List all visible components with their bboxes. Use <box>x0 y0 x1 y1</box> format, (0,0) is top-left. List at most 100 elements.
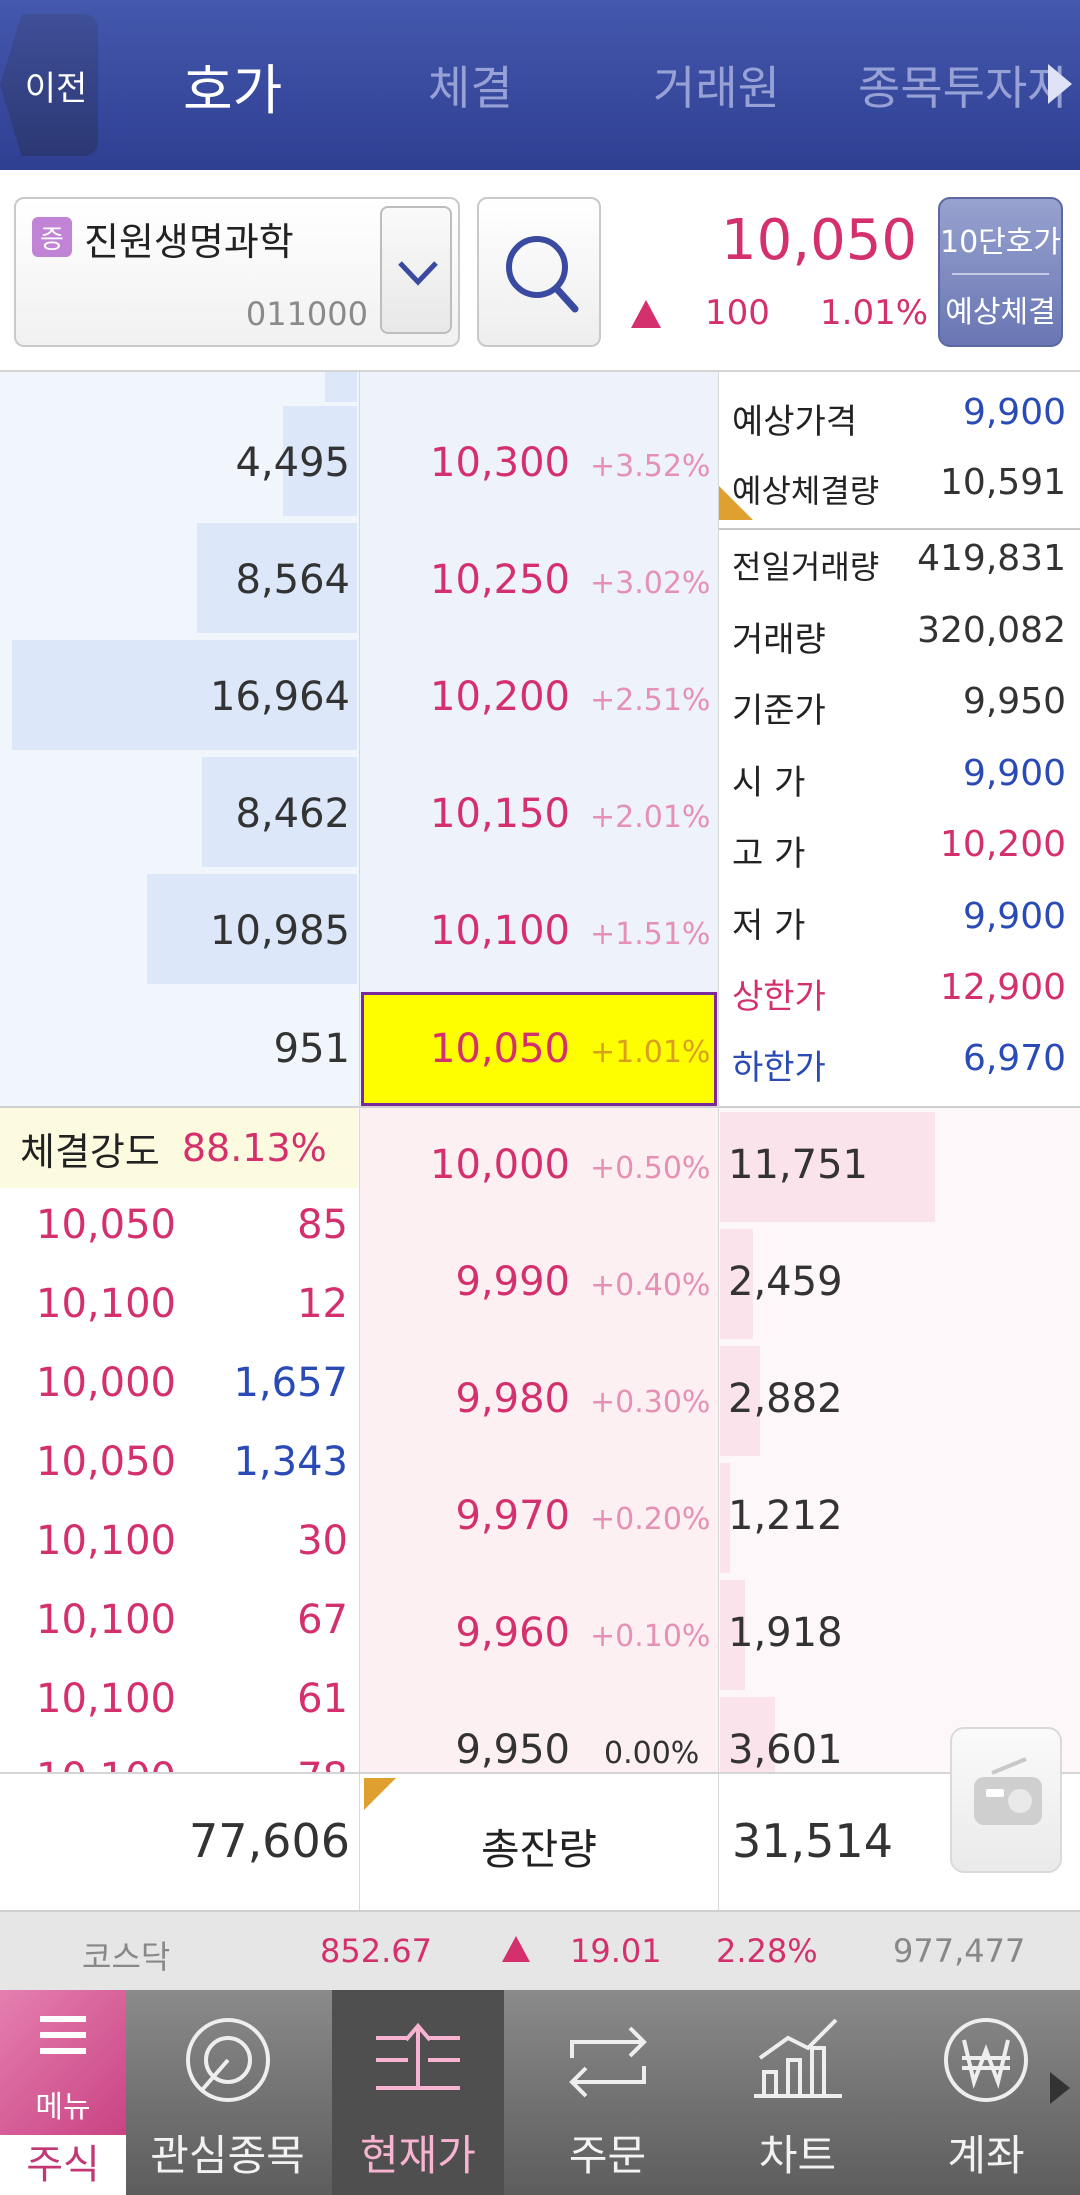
chevron-down-icon <box>398 261 438 286</box>
ask-pct-2: +3.02% <box>590 566 711 601</box>
tick-price: 10,100 <box>36 1597 176 1643</box>
nav-more-icon[interactable] <box>1050 2072 1070 2104</box>
ask-qty-2: 8,564 <box>235 557 350 603</box>
bid-price-4[interactable]: 9,970 <box>455 1493 570 1539</box>
info-value-base-price: 9,950 <box>962 681 1066 722</box>
ask-qty-5: 10,985 <box>210 908 350 954</box>
index-rate: 2.28% <box>716 1932 818 1970</box>
info-value-low: 9,900 <box>962 896 1066 937</box>
info-label-expected-price: 예상가격 <box>732 402 858 442</box>
orderbook[interactable]: 4,495 8,564 16,964 8,462 10,985 951 10,3… <box>0 372 1080 1807</box>
ask-pct-6: +1.01% <box>590 1035 711 1070</box>
tab-trades[interactable]: 체결 <box>428 61 513 115</box>
info-value-open: 9,900 <box>962 753 1066 794</box>
info-value-lower-limit: 6,970 <box>962 1038 1066 1079</box>
bid-price-column <box>360 1106 718 1772</box>
info-value-upper-limit: 12,900 <box>940 967 1066 1008</box>
corner-marker-icon <box>719 486 753 520</box>
info-divider <box>718 528 1080 530</box>
ask-price-4[interactable]: 10,150 <box>430 791 570 837</box>
tab-investors[interactable]: 종목투자자 <box>858 61 1070 115</box>
tick-qty: 1,343 <box>233 1439 348 1485</box>
info-label-open: 시 가 <box>732 763 806 803</box>
menu-label: 메뉴 <box>35 2090 91 2125</box>
stock-dropdown-button[interactable] <box>380 206 452 334</box>
nav-chart[interactable]: 차트 <box>710 1990 885 2195</box>
tick-qty: 85 <box>297 1202 348 1248</box>
tick-price: 10,050 <box>36 1202 176 1248</box>
tab-brokers[interactable]: 거래원 <box>653 61 780 115</box>
column-divider-1 <box>359 372 360 1772</box>
bid-qty-1: 11,751 <box>728 1142 868 1188</box>
bid-qty-6: 3,601 <box>728 1727 843 1773</box>
info-value-expected-volume: 10,591 <box>940 462 1066 503</box>
radio-button[interactable] <box>950 1727 1062 1873</box>
menu-button[interactable]: 메뉴 <box>0 1990 126 2135</box>
market-badge: 증 <box>32 217 72 257</box>
ask-bid-divider <box>0 1106 1080 1108</box>
expected-trade-label: 예상체결 <box>945 295 1056 330</box>
bid-pct-2: +0.40% <box>590 1268 711 1303</box>
info-value-high: 10,200 <box>940 824 1066 865</box>
info-value-prev-volume: 419,831 <box>917 538 1066 579</box>
ask-pct-1: +3.52% <box>590 449 711 484</box>
trade-strength-value: 88.13% <box>181 1126 327 1170</box>
bid-price-3[interactable]: 9,980 <box>455 1376 570 1422</box>
ask-volume-bar <box>12 640 357 750</box>
info-label-low: 저 가 <box>732 906 806 946</box>
total-bid-qty: 31,514 <box>732 1814 893 1868</box>
bid-qty-3: 2,882 <box>728 1376 843 1422</box>
totals-corner-marker-icon <box>364 1778 396 1810</box>
top-tab-bar: 이전 호가 체결 거래원 종목투자자 <box>0 0 1080 170</box>
ask-qty-6: 951 <box>273 1026 350 1072</box>
ask-price-6[interactable]: 10,050 <box>430 1026 570 1072</box>
up-triangle-icon <box>631 300 661 328</box>
stock-code: 011000 <box>245 295 368 333</box>
nav-current-price-label: 현재가 <box>360 2131 476 2180</box>
nav-watchlist[interactable]: 관심종목 <box>140 1990 315 2195</box>
hamburger-icon <box>40 2016 86 2054</box>
bid-qty-5: 1,918 <box>728 1610 843 1656</box>
current-price-highlight[interactable] <box>361 992 717 1106</box>
bid-volume-bar <box>720 1463 730 1573</box>
bid-price-5[interactable]: 9,960 <box>455 1610 570 1656</box>
ask-price-3[interactable]: 10,200 <box>430 674 570 720</box>
ask-price-5[interactable]: 10,100 <box>430 908 570 954</box>
info-label-base-price: 기준가 <box>732 691 826 731</box>
index-change: 19.01 <box>570 1932 662 1970</box>
tab-scroll-right-icon[interactable] <box>1048 64 1072 104</box>
ask-price-2[interactable]: 10,250 <box>430 557 570 603</box>
index-name: 코스닥 <box>82 1938 171 1976</box>
bid-pct-1: +0.50% <box>590 1151 711 1186</box>
ask-bar-partial <box>325 372 357 402</box>
ask-qty-1: 4,495 <box>235 440 350 486</box>
bid-pct-6: 0.00% <box>604 1736 700 1771</box>
search-button[interactable] <box>477 197 601 347</box>
total-label: 총잔량 <box>481 1825 597 1874</box>
totals-divider-1 <box>359 1774 360 1910</box>
totals-divider-2 <box>718 1774 719 1910</box>
bid-qty-2: 2,459 <box>728 1259 843 1305</box>
nav-order[interactable]: 주문 <box>520 1990 695 2195</box>
price-change: 100 <box>705 293 770 333</box>
order-icon <box>568 2026 647 2098</box>
ask-price-1[interactable]: 10,300 <box>430 440 570 486</box>
nav-current-price[interactable]: 현재가 <box>332 1990 504 2195</box>
ask-volume-bar <box>283 406 357 516</box>
ten-level-button[interactable]: 10단호가 예상체결 <box>938 197 1063 347</box>
tick-list[interactable]: 10,050 85 10,100 12 10,000 1,657 10,050 1,343 10… <box>0 1188 358 1772</box>
bid-price-2[interactable]: 9,990 <box>455 1259 570 1305</box>
market-index-bar[interactable]: 코스닥 852.67 19.01 2.28% 977,477 <box>0 1910 1080 1990</box>
index-value: 852.67 <box>320 1932 432 1970</box>
ask-price-column <box>360 372 718 1106</box>
ask-pct-4: +2.01% <box>590 800 711 835</box>
nav-account[interactable]: 계좌 <box>900 1990 1072 2195</box>
back-button[interactable]: 이전 <box>0 14 98 156</box>
tick-qty: 1,657 <box>233 1360 348 1406</box>
bid-price-1[interactable]: 10,000 <box>430 1142 570 1188</box>
bid-price-6[interactable]: 9,950 <box>455 1727 570 1773</box>
tab-orderbook[interactable]: 호가 <box>183 58 283 122</box>
price-change-rate: 1.01% <box>820 293 929 333</box>
stock-category-label[interactable]: 주식 <box>0 2135 126 2195</box>
info-value-expected-price: 9,900 <box>962 392 1066 433</box>
